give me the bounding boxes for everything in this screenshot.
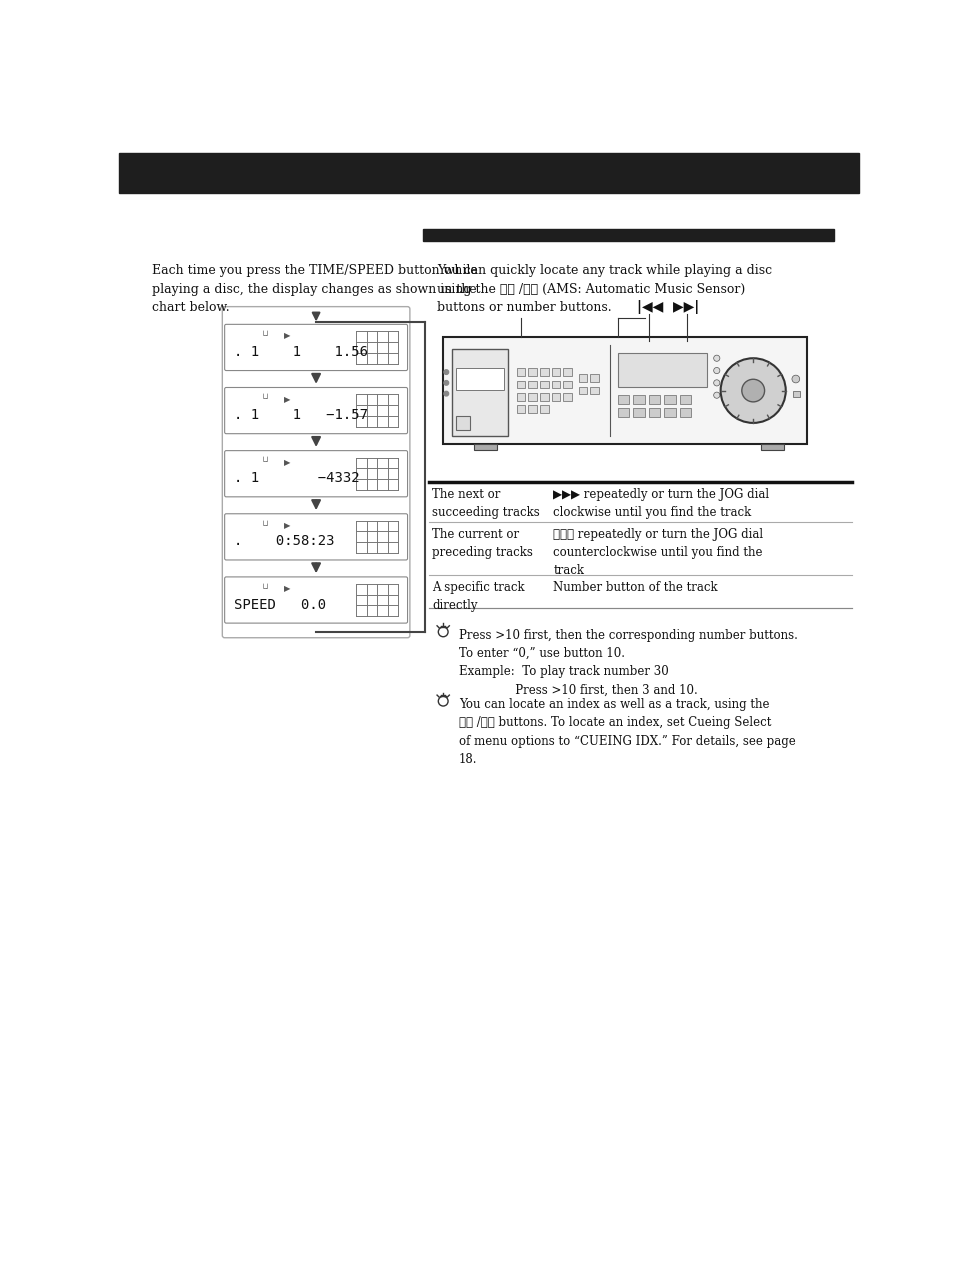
Bar — [474, 444, 497, 450]
Text: A specific track
directly: A specific track directly — [432, 581, 524, 612]
Text: You can locate an index as well as a track, using the
⏮⏮ /⏭⏭ buttons. To locate : You can locate an index as well as a tra… — [458, 698, 795, 766]
Bar — [760, 444, 783, 450]
Bar — [663, 408, 675, 417]
Circle shape — [713, 368, 720, 374]
FancyBboxPatch shape — [224, 450, 407, 497]
Bar — [648, 408, 659, 417]
Bar — [578, 374, 587, 382]
Bar — [539, 380, 548, 388]
Bar — [539, 406, 548, 413]
Text: Number button of the track: Number button of the track — [553, 581, 717, 594]
Text: .    0:58:23: . 0:58:23 — [233, 534, 335, 548]
FancyBboxPatch shape — [224, 577, 407, 623]
Bar — [562, 380, 571, 388]
Text: ▶: ▶ — [284, 520, 291, 530]
Bar — [590, 374, 598, 382]
Text: |◀◀  ▶▶|: |◀◀ ▶▶| — [637, 300, 699, 314]
Bar — [648, 396, 659, 403]
Text: . 1       −4332: . 1 −4332 — [233, 472, 359, 486]
Bar — [443, 337, 806, 444]
Text: └┘: └┘ — [261, 584, 271, 593]
Bar — [562, 393, 571, 401]
Text: └┘: └┘ — [261, 332, 271, 341]
Bar — [456, 368, 504, 389]
Bar — [517, 380, 525, 388]
Text: ▶: ▶ — [284, 394, 291, 403]
Bar — [633, 408, 644, 417]
Text: ▶: ▶ — [284, 332, 291, 341]
Bar — [119, 153, 858, 192]
Bar — [679, 408, 691, 417]
Text: ▶▶▶ repeatedly or turn the JOG dial
clockwise until you find the track: ▶▶▶ repeatedly or turn the JOG dial cloc… — [553, 488, 768, 519]
Text: ▶: ▶ — [284, 584, 291, 593]
Circle shape — [713, 355, 720, 361]
Circle shape — [791, 375, 799, 383]
Text: Press >10 first, then the corresponding number buttons.
To enter “0,” use button: Press >10 first, then the corresponding … — [458, 628, 797, 697]
Bar — [528, 406, 537, 413]
Circle shape — [443, 370, 448, 374]
Bar — [539, 393, 548, 401]
Text: ⏮⏮⏮ repeatedly or turn the JOG dial
counterclockwise until you find the
track: ⏮⏮⏮ repeatedly or turn the JOG dial coun… — [553, 528, 762, 577]
FancyBboxPatch shape — [222, 307, 410, 637]
Bar — [517, 393, 525, 401]
Bar — [663, 396, 675, 403]
Bar — [617, 352, 706, 388]
Bar — [679, 396, 691, 403]
Bar — [633, 396, 644, 403]
Text: └┘: └┘ — [261, 458, 271, 467]
Bar — [456, 416, 470, 430]
Circle shape — [443, 392, 448, 396]
Bar — [551, 393, 559, 401]
Bar — [617, 396, 629, 403]
Circle shape — [741, 379, 763, 402]
Text: Each time you press the TIME/SPEED button while
playing a disc, the display chan: Each time you press the TIME/SPEED butto… — [152, 265, 477, 314]
Bar — [578, 387, 587, 394]
Bar — [528, 380, 537, 388]
Bar — [562, 368, 571, 377]
Text: . 1    1    1.56: . 1 1 1.56 — [233, 345, 368, 359]
Bar — [539, 368, 548, 377]
Circle shape — [720, 359, 785, 422]
Bar — [517, 406, 525, 413]
FancyBboxPatch shape — [224, 388, 407, 434]
Bar — [422, 229, 833, 242]
Text: You can quickly locate any track while playing a disc
using the ⏮⏮ /⏭⏭ (AMS: Aut: You can quickly locate any track while p… — [436, 265, 771, 314]
Text: . 1    1   −1.57: . 1 1 −1.57 — [233, 408, 368, 422]
Bar — [452, 349, 508, 436]
Circle shape — [713, 392, 720, 398]
FancyBboxPatch shape — [224, 514, 407, 560]
Circle shape — [713, 380, 720, 385]
Bar — [528, 393, 537, 401]
Bar — [617, 408, 629, 417]
Circle shape — [443, 380, 448, 385]
Bar — [551, 380, 559, 388]
FancyBboxPatch shape — [224, 324, 407, 370]
Bar — [528, 368, 537, 377]
Text: ▶: ▶ — [284, 458, 291, 467]
Text: SPEED   0.0: SPEED 0.0 — [233, 598, 326, 612]
Text: The current or
preceding tracks: The current or preceding tracks — [432, 528, 533, 560]
Bar — [793, 391, 799, 397]
Text: The next or
succeeding tracks: The next or succeeding tracks — [432, 488, 539, 519]
Bar — [551, 368, 559, 377]
Text: └┘: └┘ — [261, 520, 271, 530]
Text: └┘: └┘ — [261, 394, 271, 403]
Bar — [517, 368, 525, 377]
Bar — [590, 387, 598, 394]
